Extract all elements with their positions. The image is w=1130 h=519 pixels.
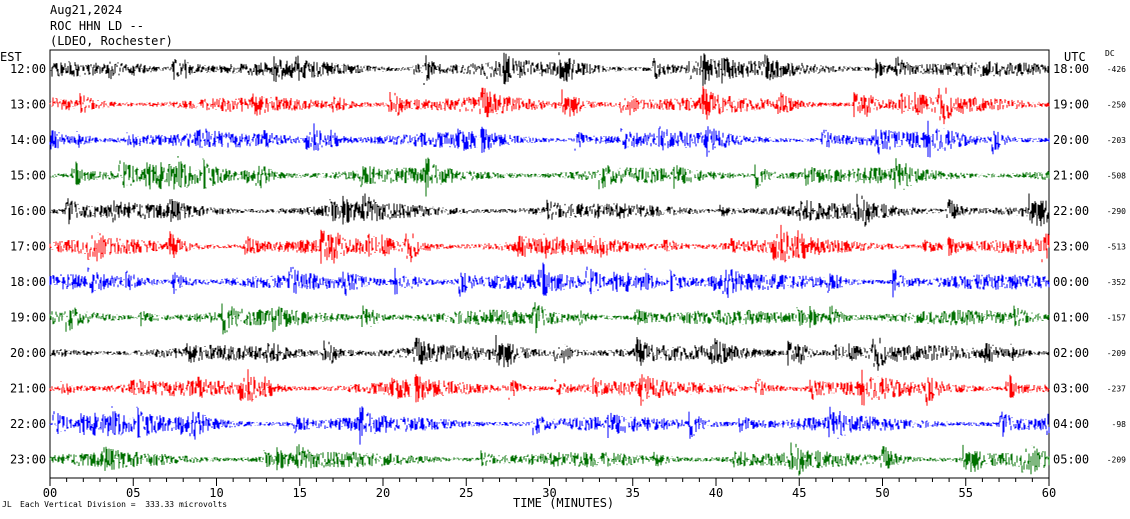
est-tick-label: 15:00 bbox=[10, 169, 46, 183]
header-station: ROC HHN LD -- bbox=[50, 19, 144, 33]
utc-axis-label: UTC bbox=[1064, 50, 1086, 64]
utc-tick-label: 03:00 bbox=[1053, 382, 1089, 396]
trace-1600 bbox=[49, 193, 1050, 227]
est-tick-label: 19:00 bbox=[10, 311, 46, 325]
est-tick-label: 21:00 bbox=[10, 382, 46, 396]
x-tick-label: 20 bbox=[376, 486, 390, 500]
dc-value: -209 bbox=[1107, 349, 1126, 358]
x-tick-label: 00 bbox=[43, 486, 57, 500]
trace-2100 bbox=[49, 369, 1050, 406]
est-tick-label: 22:00 bbox=[10, 417, 46, 431]
utc-tick-label: 01:00 bbox=[1053, 311, 1089, 325]
utc-tick-label: 00:00 bbox=[1053, 275, 1089, 289]
utc-tick-label: 22:00 bbox=[1053, 204, 1089, 218]
trace-1800 bbox=[49, 262, 1050, 298]
dc-value: -426 bbox=[1107, 65, 1126, 74]
trace-1200 bbox=[49, 52, 1050, 86]
est-tick-label: 16:00 bbox=[10, 204, 46, 218]
trace-1900 bbox=[49, 302, 1050, 335]
utc-tick-label: 21:00 bbox=[1053, 169, 1089, 183]
x-tick-label: 50 bbox=[875, 486, 889, 500]
footnote-mark: JL bbox=[2, 500, 12, 509]
dc-value: -250 bbox=[1107, 101, 1126, 110]
dc-value: -237 bbox=[1107, 385, 1126, 394]
trace-1300 bbox=[49, 86, 1050, 125]
trace-2000 bbox=[49, 335, 1050, 371]
vertical-division-note: Each Vertical Division = 333.33 microvol… bbox=[20, 500, 228, 509]
est-axis-label: EST bbox=[0, 50, 22, 64]
trace-1400 bbox=[49, 120, 1050, 158]
dc-value: -157 bbox=[1107, 314, 1126, 323]
est-tick-label: 14:00 bbox=[10, 133, 46, 147]
utc-tick-label: 18:00 bbox=[1053, 62, 1089, 76]
est-tick-label: 18:00 bbox=[10, 275, 46, 289]
x-tick-label: 30 bbox=[542, 486, 556, 500]
x-tick-label: 15 bbox=[293, 486, 307, 500]
dc-value: -352 bbox=[1107, 278, 1126, 287]
est-tick-label: 20:00 bbox=[10, 346, 46, 360]
est-tick-label: 12:00 bbox=[10, 62, 46, 76]
x-tick-label: 45 bbox=[792, 486, 806, 500]
utc-tick-label: 19:00 bbox=[1053, 98, 1089, 112]
est-tick-label: 23:00 bbox=[10, 453, 46, 467]
trace-2300 bbox=[49, 442, 1050, 476]
dc-value: -508 bbox=[1107, 172, 1126, 181]
x-axis-title: TIME (MINUTES) bbox=[513, 496, 615, 510]
dc-column-label: DC bbox=[1105, 49, 1115, 58]
header-date: Aug21,2024 bbox=[50, 3, 123, 17]
x-tick-label: 10 bbox=[209, 486, 223, 500]
utc-tick-label: 23:00 bbox=[1053, 240, 1089, 254]
x-tick-label: 05 bbox=[126, 486, 140, 500]
utc-tick-label: 04:00 bbox=[1053, 417, 1089, 431]
trace-1500 bbox=[49, 156, 1050, 197]
x-tick-label: 60 bbox=[1042, 486, 1056, 500]
trace-1700 bbox=[49, 224, 1050, 264]
utc-tick-label: 02:00 bbox=[1053, 346, 1089, 360]
plot-frame bbox=[49, 49, 1050, 479]
dc-value: -203 bbox=[1107, 136, 1126, 145]
dc-value: -513 bbox=[1107, 243, 1126, 252]
est-tick-label: 17:00 bbox=[10, 240, 46, 254]
x-tick-label: 55 bbox=[959, 486, 973, 500]
x-tick-label: 35 bbox=[626, 486, 640, 500]
header-network: (LDEO, Rochester) bbox=[50, 34, 173, 48]
dc-value: -98 bbox=[1112, 420, 1127, 429]
x-tick-label: 25 bbox=[459, 486, 473, 500]
trace-2200 bbox=[49, 406, 1050, 445]
dc-value: -290 bbox=[1107, 207, 1126, 216]
est-tick-label: 13:00 bbox=[10, 98, 46, 112]
dc-value: -209 bbox=[1107, 456, 1126, 465]
utc-tick-label: 20:00 bbox=[1053, 133, 1089, 147]
utc-tick-label: 05:00 bbox=[1053, 453, 1089, 467]
x-tick-label: 40 bbox=[709, 486, 723, 500]
